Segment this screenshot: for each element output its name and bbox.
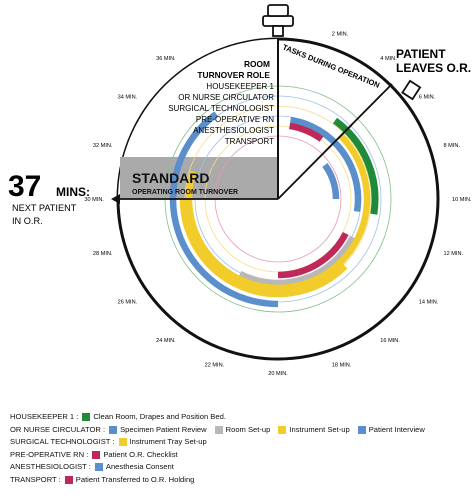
legend-role: SURGICAL TECHNOLOGIST : — [10, 437, 115, 446]
room-role-item: HOUSEKEEPER 1 — [206, 82, 274, 91]
room-role-title-2: TURNOVER ROLE — [197, 70, 270, 80]
standard-banner-bg — [120, 157, 278, 199]
next-patient-line-1: NEXT PATIENT — [12, 203, 77, 213]
minute-tick-label: 24 MIN. — [156, 338, 176, 344]
task-arc — [185, 133, 371, 292]
minute-tick-label: 36 MIN. — [156, 56, 176, 62]
minute-tick-label: 28 MIN. — [93, 251, 113, 257]
legend-label: Clean Room, Drapes and Position Bed. — [93, 412, 226, 421]
task-arc — [322, 163, 340, 200]
legend-role: ANESTHESIOLOGIST : — [10, 462, 91, 471]
legend-swatch — [214, 425, 223, 434]
patient-leaves-label-1: PATIENT — [396, 47, 446, 61]
legend-row: SURGICAL TECHNOLOGIST : Instrument Tray S… — [10, 437, 211, 447]
minute-tick-label: 6 MIN. — [419, 95, 436, 101]
task-arc — [289, 116, 362, 213]
turnover-clock-diagram: 2 MIN. 4 MIN. 6 MIN. 8 MIN. 10 MIN. 12 MIN. 14… — [8, 4, 472, 378]
legend-swatch — [64, 475, 73, 484]
clock-hand-diagonal — [277, 124, 353, 200]
next-patient-minutes: 37 — [8, 170, 41, 203]
minute-tick-label: 32 MIN. — [93, 143, 113, 149]
minute-tick-label: 20 MIN. — [268, 371, 288, 377]
room-role-item: ANESTHESIOLOGIST — [193, 126, 274, 135]
room-role-item: PRE-OPERATIVE RN — [196, 115, 274, 124]
standard-subtitle: OPERATING ROOM TURNOVER — [132, 189, 238, 196]
legend-label: Instrument Tray Set-up — [129, 437, 207, 446]
task-arc — [238, 235, 356, 287]
legend-item: Instrument Set-up — [274, 424, 350, 435]
stopwatch-crown — [262, 4, 294, 37]
next-patient-line-2: IN O.R. — [12, 216, 43, 226]
minute-tick-label: 2 MIN. — [332, 32, 349, 38]
minute-tick-label: 34 MIN. — [118, 95, 138, 101]
legend-item: Room Set-up — [211, 424, 271, 435]
room-role-item: TRANSPORT — [225, 137, 274, 146]
task-arc — [332, 117, 379, 215]
standard-title: STANDARD — [132, 170, 210, 186]
legend: HOUSEKEEPER 1 : Clean Room, Drapes and Po… — [0, 402, 474, 500]
legend-role: HOUSEKEEPER 1 : — [10, 412, 79, 421]
legend-item: Patient O.R. Checklist — [88, 449, 178, 460]
room-role-title-1: ROOM — [244, 59, 270, 69]
legend-item: Specimen Patient Review — [105, 425, 207, 435]
minute-tick-label: 10 MIN. — [452, 197, 472, 203]
minute-tick-label: 26 MIN. — [118, 299, 138, 305]
patient-leaves-label-2: LEAVES O.R. — [396, 61, 471, 75]
legend-row: ANESTHESIOLOGIST : Anesthesia Consent — [10, 462, 178, 472]
legend-swatch — [82, 413, 91, 421]
legend-item: Clean Room, Drapes and Position Bed. — [78, 412, 226, 422]
room-role-item: SURGICAL TECHNOLOGIST — [168, 104, 274, 113]
minute-tick-label: 16 MIN. — [380, 338, 400, 344]
task-arc — [179, 198, 348, 298]
task-arc — [277, 231, 349, 279]
legend-role: TRANSPORT : — [10, 474, 61, 484]
legend-role: OR NURSE CIRCULATOR : — [10, 424, 106, 434]
minute-tick-label: 4 MIN. — [380, 56, 397, 62]
room-role-item: OR NURSE CIRCULATOR — [178, 93, 274, 102]
minute-tick-label: 22 MIN. — [205, 363, 225, 369]
legend-label: Room Set-up — [225, 424, 271, 434]
legend-swatch — [357, 425, 366, 434]
legend-role: PRE-OPERATIVE RN : — [10, 449, 89, 459]
legend-swatch — [118, 438, 127, 446]
minute-tick-label: 8 MIN. — [444, 143, 461, 149]
minute-tick-label: 14 MIN. — [419, 299, 439, 305]
task-arc — [288, 122, 324, 142]
legend-row: PRE-OPERATIVE RN : Patient O.R. Checklist — [10, 450, 182, 460]
minute-tick-labels: 2 MIN. 4 MIN. 6 MIN. 8 MIN. 10 MIN. 12 MIN. 14… — [84, 32, 472, 378]
legend-label: Patient Transferred to O.R. Holding — [75, 474, 195, 484]
legend-label: Instrument Set-up — [289, 424, 350, 434]
legend-item: Patient Transferred to O.R. Holding — [61, 474, 195, 485]
legend-item: Patient Interview — [354, 425, 425, 435]
minute-tick-label: 18 MIN. — [332, 363, 352, 369]
legend-swatch — [92, 450, 101, 459]
legend-label: Anesthesia Consent — [105, 462, 174, 471]
legend-swatch — [278, 425, 287, 434]
legend-label: Patient O.R. Checklist — [103, 449, 178, 459]
legend-row: OR NURSE CIRCULATOR : Specimen Patient Re… — [10, 425, 429, 435]
next-patient-arrow — [111, 194, 120, 204]
legend-label: Specimen Patient Review — [120, 424, 207, 434]
legend-row: TRANSPORT : Patient Transferred to O.R. H… — [10, 475, 198, 485]
minute-tick-label: 12 MIN. — [444, 251, 464, 257]
next-patient-mins-label: MINS: — [56, 185, 90, 199]
minute-tick-label: 30 MIN. — [84, 197, 104, 203]
task-arc — [169, 111, 279, 308]
legend-item: Instrument Tray Set-up — [115, 437, 207, 447]
legend-swatch — [94, 463, 103, 471]
task-arcs — [169, 111, 379, 308]
legend-row: HOUSEKEEPER 1 : Clean Room, Drapes and Po… — [10, 412, 230, 422]
stopwatch-button — [401, 79, 422, 101]
legend-item: Anesthesia Consent — [91, 462, 174, 472]
legend-label: Patient Interview — [368, 424, 425, 434]
legend-swatch — [109, 425, 118, 434]
